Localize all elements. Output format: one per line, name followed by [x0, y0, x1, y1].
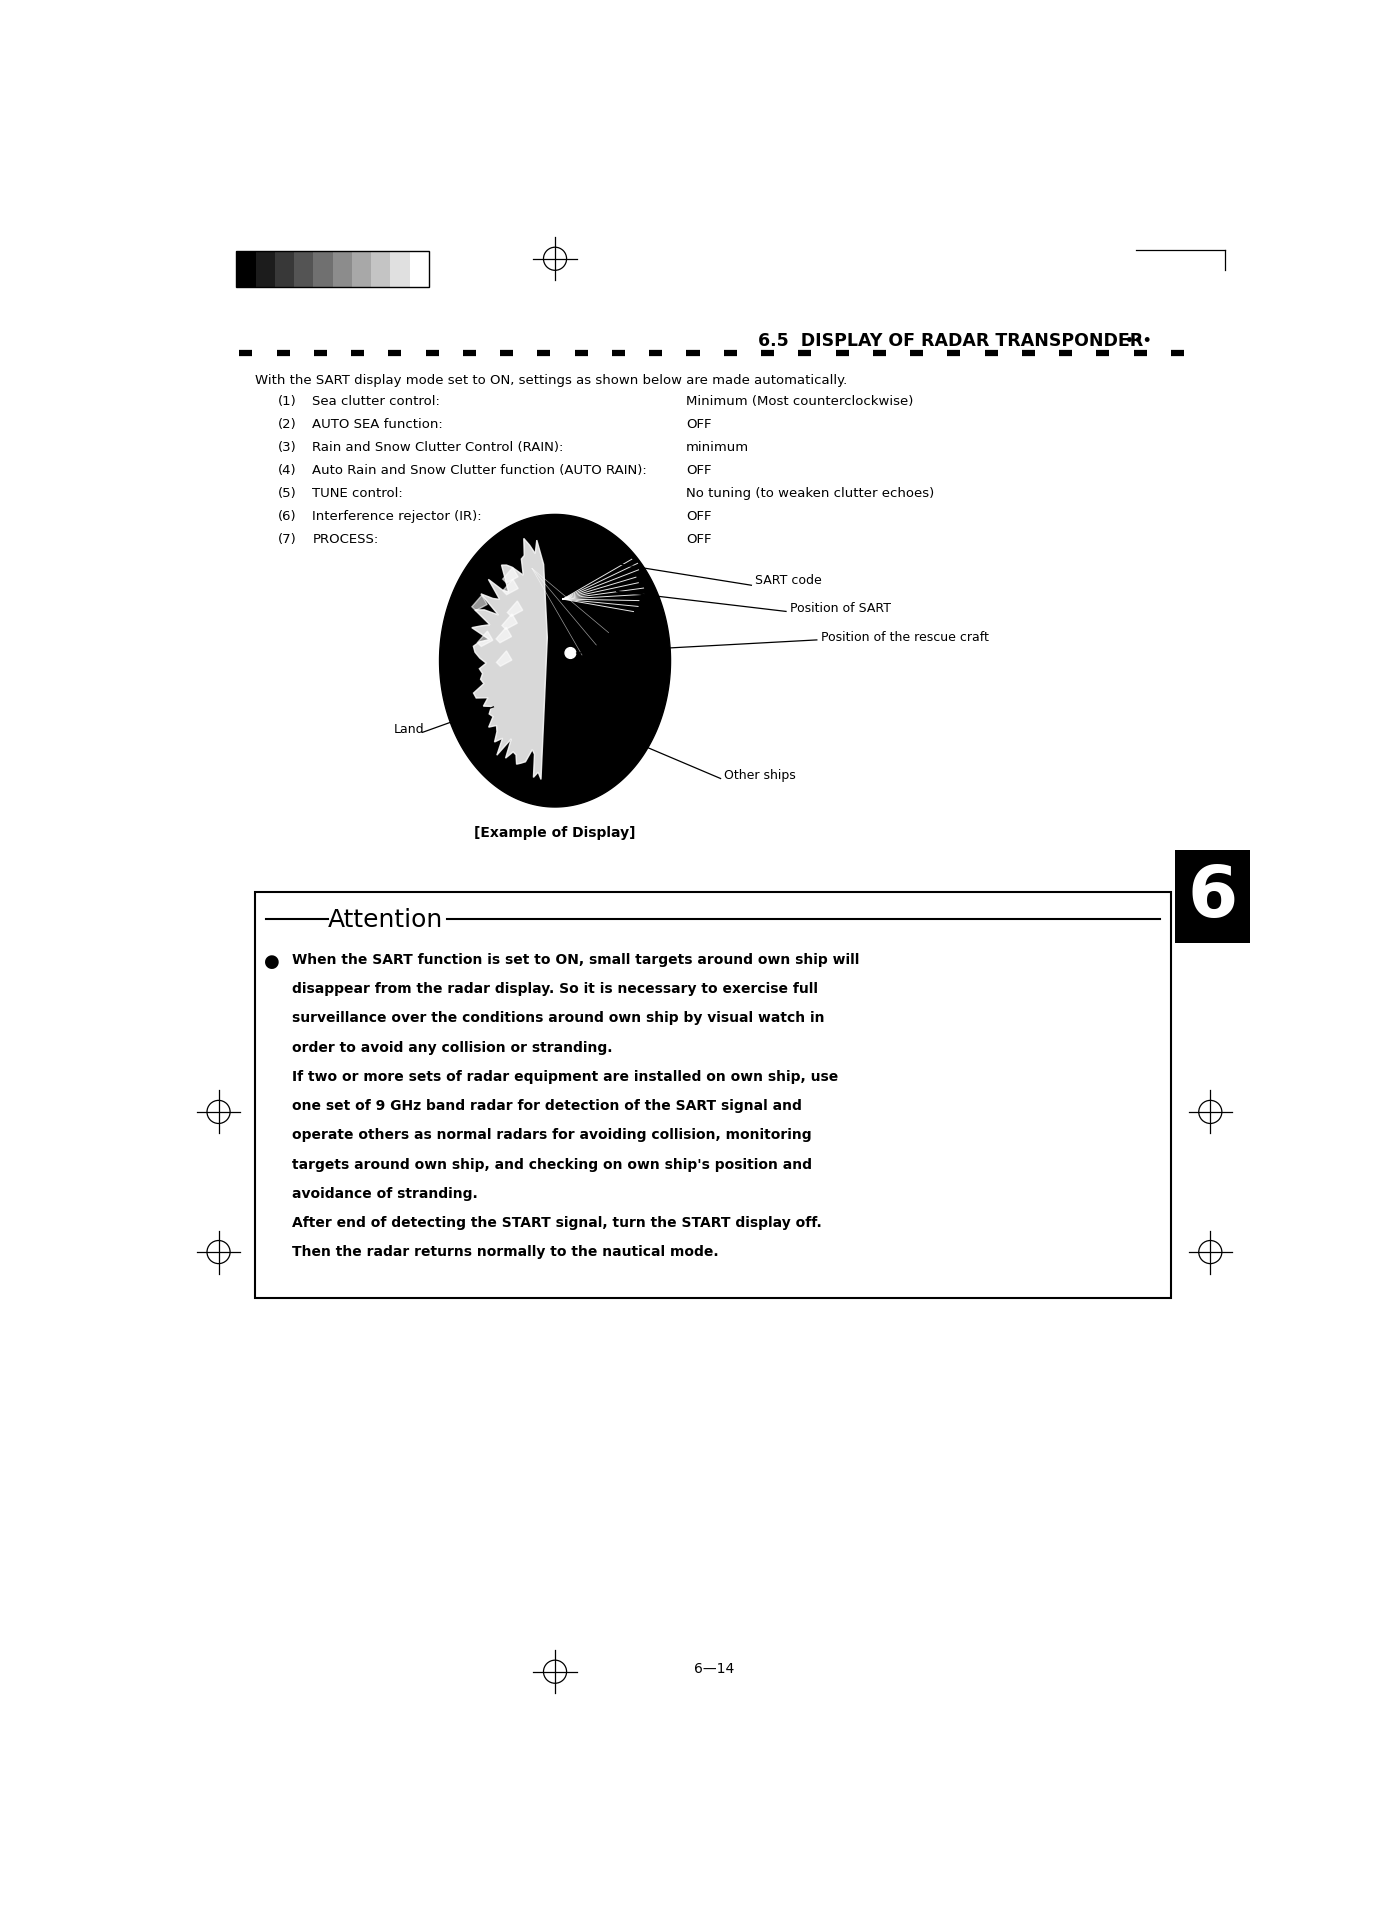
Bar	[410, 252, 429, 288]
Polygon shape	[503, 580, 519, 595]
Bar	[1175, 851, 1250, 944]
Text: OFF: OFF	[686, 532, 711, 545]
Bar	[236, 252, 429, 288]
Text: Attention: Attention	[328, 908, 443, 933]
Text: 6.5  DISPLAY OF RADAR TRANSPONDER: 6.5 DISPLAY OF RADAR TRANSPONDER	[758, 332, 1143, 349]
Text: Then the radar returns normally to the nautical mode.: Then the radar returns normally to the n…	[291, 1245, 718, 1259]
Bar	[255, 252, 275, 288]
Polygon shape	[477, 631, 493, 646]
Polygon shape	[507, 601, 523, 618]
Text: With the SART display mode set to ON, settings as shown below are made automatic: With the SART display mode set to ON, se…	[255, 374, 848, 387]
Bar	[390, 252, 410, 288]
Text: (3): (3)	[277, 441, 297, 454]
Text: If two or more sets of radar equipment are installed on own ship, use: If two or more sets of radar equipment a…	[291, 1070, 838, 1083]
Text: targets around own ship, and checking on own ship's position and: targets around own ship, and checking on…	[291, 1158, 811, 1171]
Bar	[333, 252, 351, 288]
Text: one set of 9 GHz band radar for detection of the SART signal and: one set of 9 GHz band radar for detectio…	[291, 1098, 802, 1112]
Text: (7): (7)	[277, 532, 297, 545]
Text: OFF: OFF	[686, 509, 711, 523]
Text: (2): (2)	[277, 418, 297, 431]
Bar	[294, 252, 314, 288]
Text: Position of SART: Position of SART	[790, 603, 891, 614]
Text: Sea clutter control:: Sea clutter control:	[312, 395, 441, 408]
Text: •••: •••	[1125, 334, 1151, 347]
Text: 6—14: 6—14	[694, 1661, 735, 1674]
Polygon shape	[503, 568, 519, 584]
Polygon shape	[502, 614, 517, 629]
Text: minimum: minimum	[686, 441, 749, 454]
Text: Rain and Snow Clutter Control (RAIN):: Rain and Snow Clutter Control (RAIN):	[312, 441, 563, 454]
Polygon shape	[496, 627, 512, 643]
Bar	[351, 252, 371, 288]
Text: ●: ●	[263, 952, 280, 971]
Text: disappear from the radar display. So it is necessary to exercise full: disappear from the radar display. So it …	[291, 982, 818, 995]
Text: Auto Rain and Snow Clutter function (AUTO RAIN):: Auto Rain and Snow Clutter function (AUT…	[312, 463, 647, 477]
Text: AUTO SEA function:: AUTO SEA function:	[312, 418, 443, 431]
Polygon shape	[471, 540, 548, 780]
Text: [Example of Display]: [Example of Display]	[474, 826, 636, 839]
Text: PROCESS:: PROCESS:	[312, 532, 379, 545]
Text: SART code: SART code	[756, 574, 822, 585]
Text: order to avoid any collision or stranding.: order to avoid any collision or strandin…	[291, 1039, 612, 1055]
Bar	[371, 252, 390, 288]
Polygon shape	[471, 595, 488, 612]
Text: 6: 6	[1188, 862, 1238, 931]
Text: After end of detecting the START signal, turn the START display off.: After end of detecting the START signal,…	[291, 1215, 821, 1230]
Polygon shape	[439, 515, 671, 807]
Text: (4): (4)	[277, 463, 297, 477]
Text: Interference rejector (IR):: Interference rejector (IR):	[312, 509, 482, 523]
Text: (5): (5)	[277, 486, 297, 500]
Text: OFF: OFF	[686, 418, 711, 431]
Text: Other ships: Other ships	[725, 769, 796, 782]
Text: surveillance over the conditions around own ship by visual watch in: surveillance over the conditions around …	[291, 1011, 824, 1024]
Text: (1): (1)	[277, 395, 297, 408]
Bar	[275, 252, 294, 288]
Bar	[236, 252, 255, 288]
Text: OFF: OFF	[686, 463, 711, 477]
Text: avoidance of stranding.: avoidance of stranding.	[291, 1186, 477, 1200]
Text: No tuning (to weaken clutter echoes): No tuning (to weaken clutter echoes)	[686, 486, 934, 500]
Text: operate others as normal radars for avoiding collision, monitoring: operate others as normal radars for avoi…	[291, 1127, 811, 1142]
Text: Land: Land	[393, 723, 424, 736]
Text: TUNE control:: TUNE control:	[312, 486, 403, 500]
Circle shape	[565, 648, 576, 660]
Text: When the SART function is set to ON, small targets around own ship will: When the SART function is set to ON, sma…	[291, 952, 859, 967]
Text: (6): (6)	[277, 509, 297, 523]
Bar	[314, 252, 333, 288]
Bar	[255, 892, 1171, 1299]
Text: Minimum (Most counterclockwise): Minimum (Most counterclockwise)	[686, 395, 913, 408]
Text: Position of the rescue craft: Position of the rescue craft	[821, 629, 988, 643]
Polygon shape	[496, 652, 512, 667]
